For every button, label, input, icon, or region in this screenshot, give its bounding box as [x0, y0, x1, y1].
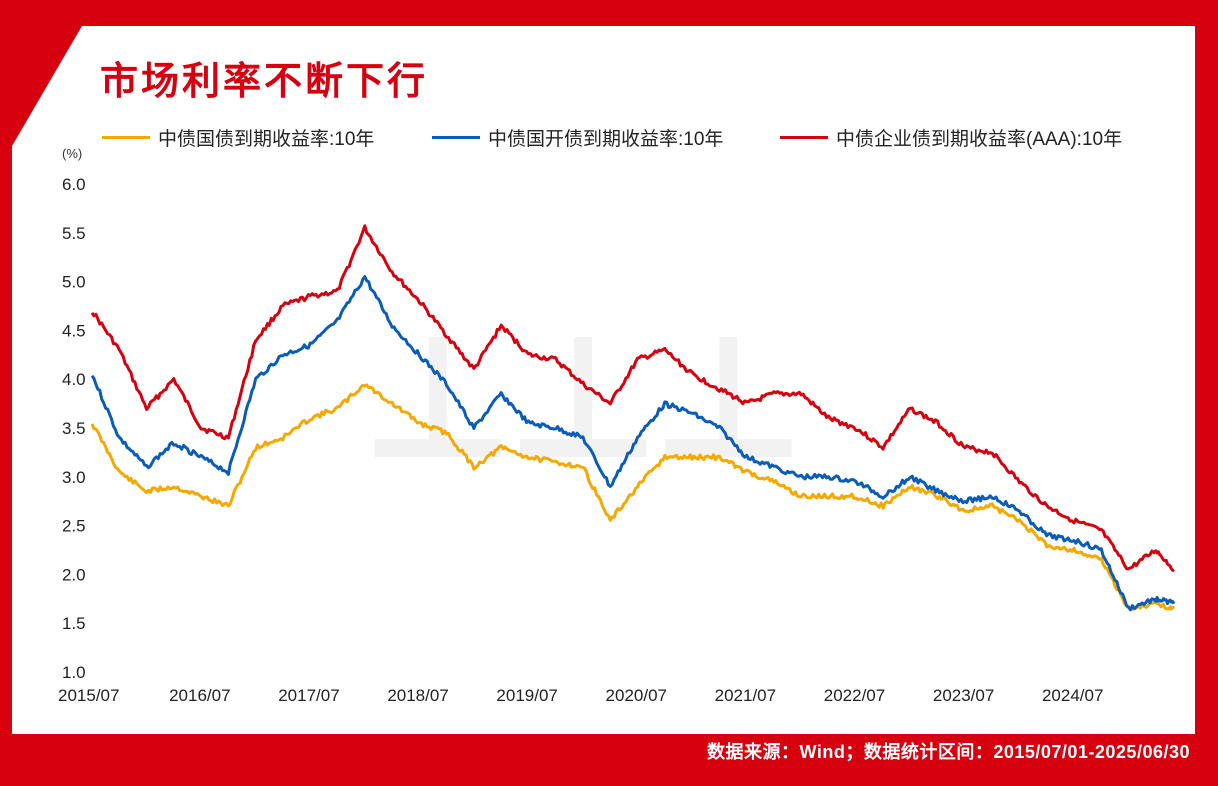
legend-label: 中债国开债到期收益率:10年	[488, 129, 724, 150]
x-tick-label: 2021/07	[715, 686, 776, 705]
y-axis-unit: (%)	[62, 146, 83, 161]
x-tick-label: 2017/07	[278, 686, 339, 705]
y-tick-label: 3.5	[62, 419, 86, 438]
legend-label: 中债企业债到期收益率(AAA):10年	[836, 129, 1123, 150]
y-tick-label: 4.5	[62, 321, 86, 340]
y-tick-label: 1.5	[62, 614, 86, 633]
series-line-1	[90, 275, 1176, 612]
legend-swatch	[780, 136, 828, 139]
y-tick-label: 6.0	[62, 175, 86, 194]
x-tick-label: 2022/07	[824, 686, 885, 705]
y-tick-label: 5.0	[62, 273, 86, 292]
y-tick-label: 2.0	[62, 565, 86, 584]
legend-item-corporate: 中债企业债到期收益率(AAA):10年	[780, 124, 1122, 151]
x-tick-label: 2018/07	[387, 686, 448, 705]
source-footer: 数据来源：Wind；数据统计区间：2015/07/01-2025/06/30	[707, 742, 1190, 762]
x-tick-label: 2019/07	[496, 686, 557, 705]
legend-item-treasury: 中债国债到期收益率:10年	[102, 124, 374, 151]
x-tick-label: 2020/07	[606, 686, 667, 705]
chart-panel	[12, 26, 1195, 734]
series-line-0	[90, 383, 1176, 611]
y-tick-label: 2.5	[62, 517, 86, 536]
corner-decoration	[12, 26, 82, 146]
y-tick-label: 3.0	[62, 468, 86, 487]
chart-title: 市场利率不断下行	[100, 61, 429, 103]
x-tick-label: 2024/07	[1042, 686, 1103, 705]
x-tick-label: 2023/07	[933, 686, 994, 705]
x-tick-label: 2015/07	[58, 686, 119, 705]
legend: 中债国债到期收益率:10年 中债国开债到期收益率:10年 中债企业债到期收益率(…	[0, 124, 1218, 154]
legend-swatch	[432, 136, 480, 139]
x-tick-label: 2016/07	[169, 686, 230, 705]
y-tick-label: 1.0	[62, 663, 86, 682]
legend-item-cdb: 中债国开债到期收益率:10年	[432, 124, 723, 151]
y-tick-label: 5.5	[62, 224, 86, 243]
legend-swatch	[102, 136, 150, 139]
y-tick-label: 4.0	[62, 370, 86, 389]
series-line-2	[90, 224, 1175, 572]
legend-label: 中债国债到期收益率:10年	[158, 129, 375, 150]
